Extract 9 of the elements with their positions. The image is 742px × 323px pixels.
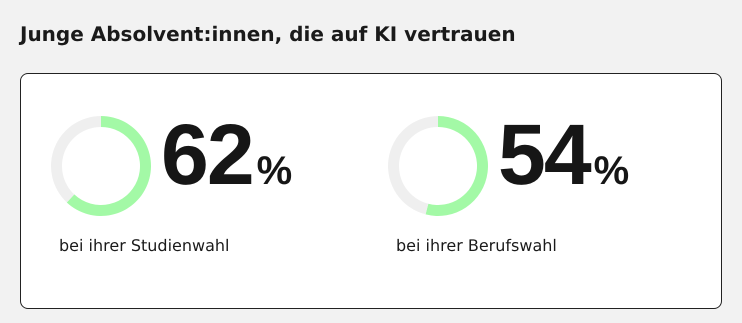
donut-slice xyxy=(51,116,101,202)
donut-slice xyxy=(66,116,151,216)
donut-slice xyxy=(388,116,438,214)
text: bei ihrer Berufswahl xyxy=(396,236,557,255)
data-label: 54% xyxy=(498,107,630,203)
data-label: 62% xyxy=(161,107,292,203)
donut-slice xyxy=(426,116,488,216)
chart-title: Junge Absolvent:innen, die auf KI vertrauen xyxy=(20,22,516,46)
text: bei ihrer Studienwahl xyxy=(59,236,230,255)
